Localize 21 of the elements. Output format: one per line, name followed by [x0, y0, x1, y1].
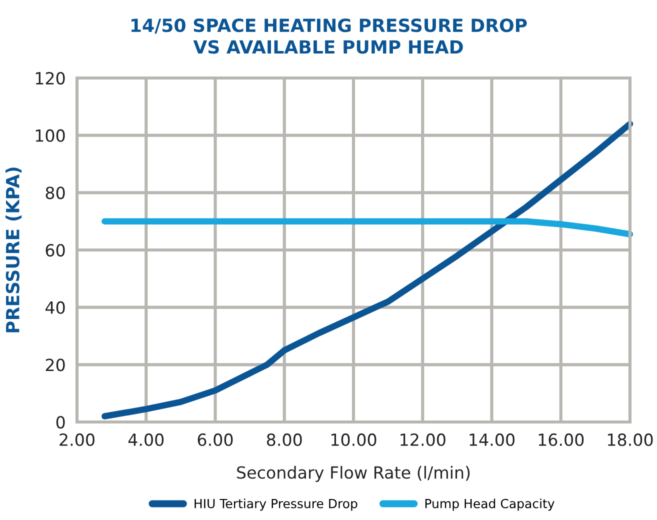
x-tick-label: 10.00: [331, 433, 376, 446]
y-axis-title: PRESSURE (KPA): [6, 168, 22, 332]
legend-label: HIU Tertiary Pressure Drop: [194, 498, 358, 511]
x-tick-label: 18.00: [608, 433, 653, 446]
x-tick-label: 8.00: [266, 433, 302, 446]
x-axis-title: Secondary Flow Rate (l/min): [237, 466, 470, 482]
y-tick-label: 100: [36, 129, 65, 142]
y-tick-label: 0: [56, 416, 65, 429]
y-tick-label: 80: [46, 186, 65, 200]
x-tick-label: 2.00: [60, 433, 94, 446]
x-tick-label: 14.00: [470, 433, 514, 446]
x-tick-label: 6.00: [198, 433, 233, 446]
x-tick-label: 12.00: [400, 433, 446, 446]
y-tick-label: 20: [46, 358, 65, 372]
x-tick-label: 16.00: [538, 433, 584, 446]
legend-label: Pump Head Capacity: [425, 498, 554, 511]
chart-title: 14/50 SPACE HEATING PRESSURE DROP VS AVAILABLE PUMP HEAD: [131, 18, 527, 54]
y-tick-label: 40: [45, 301, 65, 314]
x-tick-label: 4.00: [128, 433, 164, 446]
y-tick-label: 60: [46, 244, 65, 257]
y-tick-label: 120: [36, 72, 65, 85]
